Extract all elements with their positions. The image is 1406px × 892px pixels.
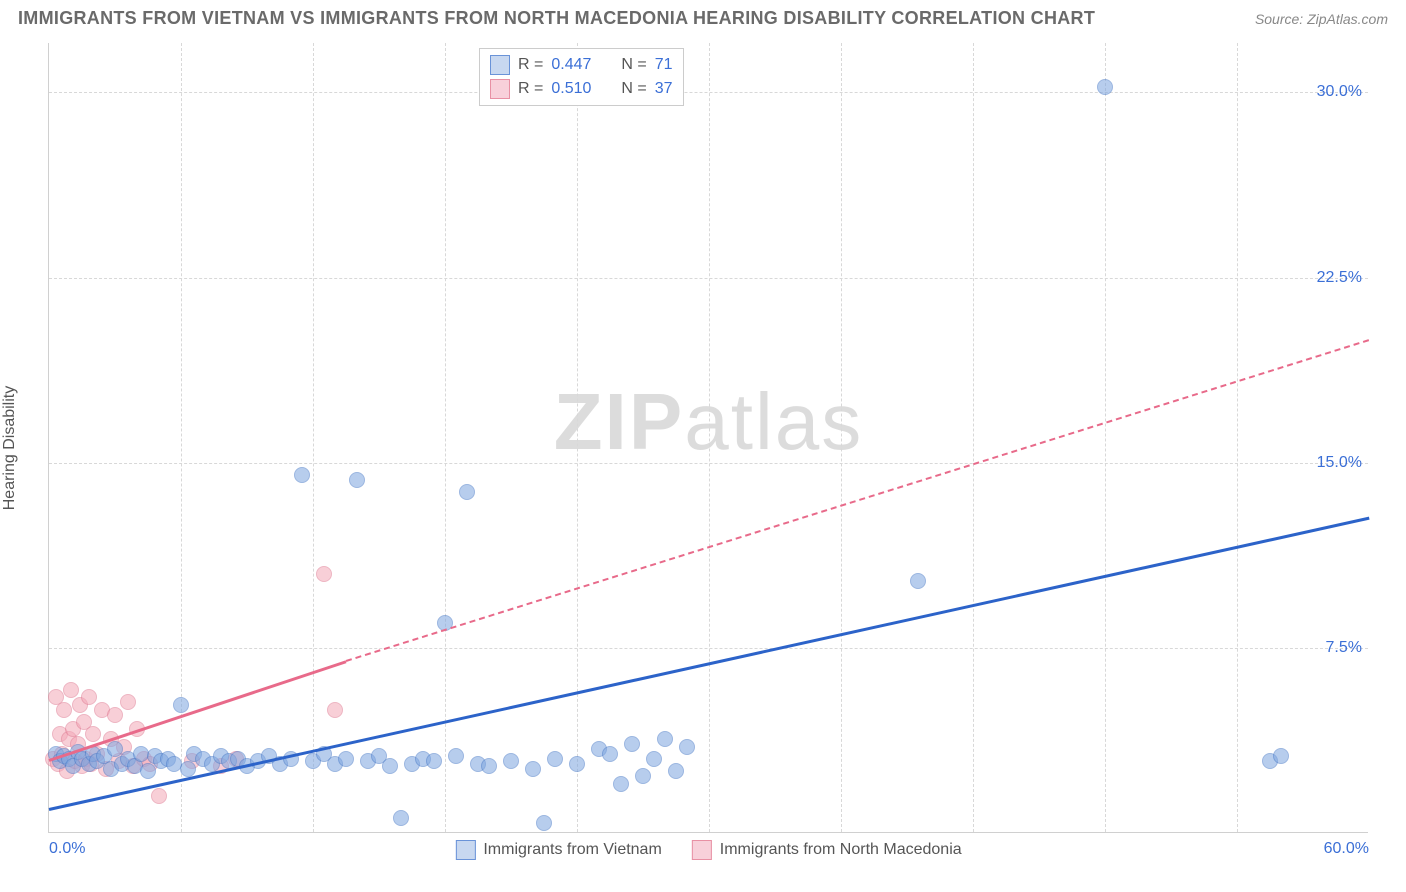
data-point: [56, 702, 72, 718]
data-point: [602, 746, 618, 762]
legend-item: Immigrants from North Macedonia: [692, 840, 962, 860]
data-point: [173, 697, 189, 713]
data-point: [349, 472, 365, 488]
data-point: [481, 758, 497, 774]
data-point: [569, 756, 585, 772]
source-label: Source: ZipAtlas.com: [1255, 11, 1388, 27]
series-legend: Immigrants from Vietnam Immigrants from N…: [455, 840, 961, 860]
gridline-vertical: [841, 43, 842, 832]
gridline-vertical: [445, 43, 446, 832]
data-point: [1097, 79, 1113, 95]
x-tick-label: 0.0%: [49, 840, 85, 858]
data-point: [536, 815, 552, 831]
gridline-vertical: [1237, 43, 1238, 832]
data-point: [180, 761, 196, 777]
data-point: [679, 739, 695, 755]
data-point: [81, 689, 97, 705]
data-point: [635, 768, 651, 784]
data-point: [910, 573, 926, 589]
chart-title: IMMIGRANTS FROM VIETNAM VS IMMIGRANTS FR…: [18, 8, 1095, 29]
data-point: [151, 788, 167, 804]
data-point: [503, 753, 519, 769]
data-point: [338, 751, 354, 767]
legend-row: R = 0.510 N = 37: [490, 77, 673, 101]
n-label: N =: [621, 80, 646, 98]
y-tick-label: 30.0%: [1317, 83, 1362, 101]
legend-label: Immigrants from Vietnam: [483, 841, 661, 859]
data-point: [382, 758, 398, 774]
data-point: [120, 694, 136, 710]
r-value: 0.510: [551, 80, 591, 98]
data-point: [107, 707, 123, 723]
legend-swatch: [490, 55, 510, 75]
gridline-vertical: [313, 43, 314, 832]
legend-row: R = 0.447 N = 71: [490, 53, 673, 77]
gridline-vertical: [1105, 43, 1106, 832]
data-point: [426, 753, 442, 769]
legend-item: Immigrants from Vietnam: [455, 840, 661, 860]
data-point: [85, 726, 101, 742]
legend-swatch: [692, 840, 712, 860]
r-value: 0.447: [551, 56, 591, 74]
y-axis-label: Hearing Disability: [1, 386, 19, 511]
data-point: [327, 702, 343, 718]
y-tick-label: 7.5%: [1326, 639, 1362, 657]
trend-line: [346, 339, 1370, 662]
n-value: 37: [655, 80, 673, 98]
data-point: [613, 776, 629, 792]
n-value: 71: [655, 56, 673, 74]
data-point: [547, 751, 563, 767]
y-tick-label: 15.0%: [1317, 454, 1362, 472]
data-point: [1273, 748, 1289, 764]
data-point: [657, 731, 673, 747]
gridline-vertical: [577, 43, 578, 832]
legend-swatch: [490, 79, 510, 99]
data-point: [624, 736, 640, 752]
data-point: [646, 751, 662, 767]
data-point: [525, 761, 541, 777]
legend-label: Immigrants from North Macedonia: [720, 841, 962, 859]
r-label: R =: [518, 56, 543, 74]
data-point: [294, 467, 310, 483]
data-point: [393, 810, 409, 826]
n-label: N =: [621, 56, 646, 74]
x-tick-label: 60.0%: [1324, 840, 1369, 858]
chart-container: Hearing Disability ZIPatlas 7.5%15.0%22.…: [0, 33, 1406, 863]
data-point: [668, 763, 684, 779]
data-point: [63, 682, 79, 698]
plot-area: ZIPatlas 7.5%15.0%22.5%30.0%0.0%60.0%R =…: [48, 43, 1368, 833]
correlation-legend: R = 0.447 N = 71 R = 0.510 N = 37: [479, 48, 684, 106]
data-point: [459, 484, 475, 500]
y-tick-label: 22.5%: [1317, 269, 1362, 287]
r-label: R =: [518, 80, 543, 98]
legend-swatch: [455, 840, 475, 860]
gridline-vertical: [709, 43, 710, 832]
data-point: [448, 748, 464, 764]
data-point: [316, 566, 332, 582]
gridline-vertical: [973, 43, 974, 832]
